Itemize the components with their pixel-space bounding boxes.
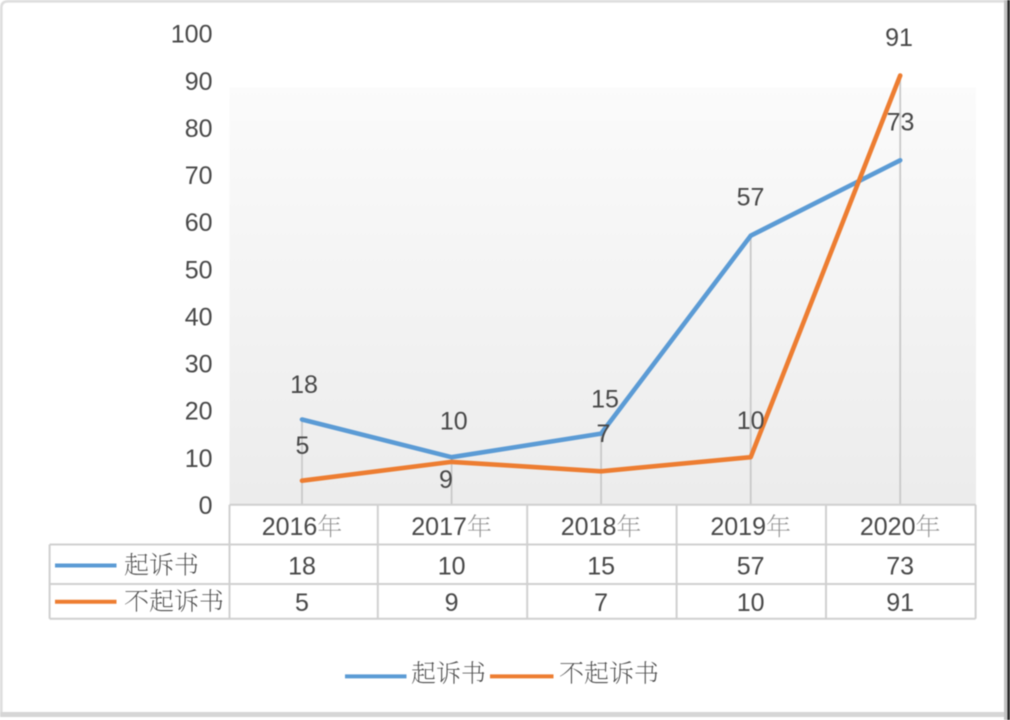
svg-text:15: 15 [587,552,615,580]
svg-text:91: 91 [885,24,913,52]
svg-text:70: 70 [185,162,213,190]
svg-text:57: 57 [737,183,765,211]
svg-text:2017: 2017 [411,513,467,541]
svg-text:10: 10 [185,445,213,473]
svg-text:73: 73 [886,552,914,580]
svg-text:18: 18 [290,371,318,399]
svg-text:10: 10 [737,589,765,617]
svg-text:10: 10 [438,552,466,580]
svg-text:30: 30 [185,351,213,379]
svg-text:100: 100 [171,21,213,49]
svg-text:73: 73 [887,108,915,136]
svg-text:40: 40 [185,303,213,331]
svg-text:80: 80 [185,115,213,143]
svg-text:2020: 2020 [860,513,916,541]
svg-text:50: 50 [185,256,213,284]
svg-text:20: 20 [185,398,213,426]
svg-text:9: 9 [439,466,453,494]
svg-text:60: 60 [185,209,213,237]
svg-text:2019: 2019 [710,513,766,541]
svg-text:0: 0 [199,492,213,520]
svg-text:2016: 2016 [262,513,318,541]
svg-text:10: 10 [440,407,468,435]
svg-text:57: 57 [737,552,765,580]
svg-text:15: 15 [591,385,619,413]
svg-text:9: 9 [445,589,459,617]
svg-text:7: 7 [594,589,608,617]
svg-text:18: 18 [288,552,316,580]
svg-text:91: 91 [886,589,914,617]
svg-text:5: 5 [295,589,309,617]
svg-text:5: 5 [296,432,310,460]
svg-text:10: 10 [737,407,765,435]
svg-text:7: 7 [597,420,611,448]
svg-text:90: 90 [185,68,213,96]
svg-text:2018: 2018 [561,513,617,541]
